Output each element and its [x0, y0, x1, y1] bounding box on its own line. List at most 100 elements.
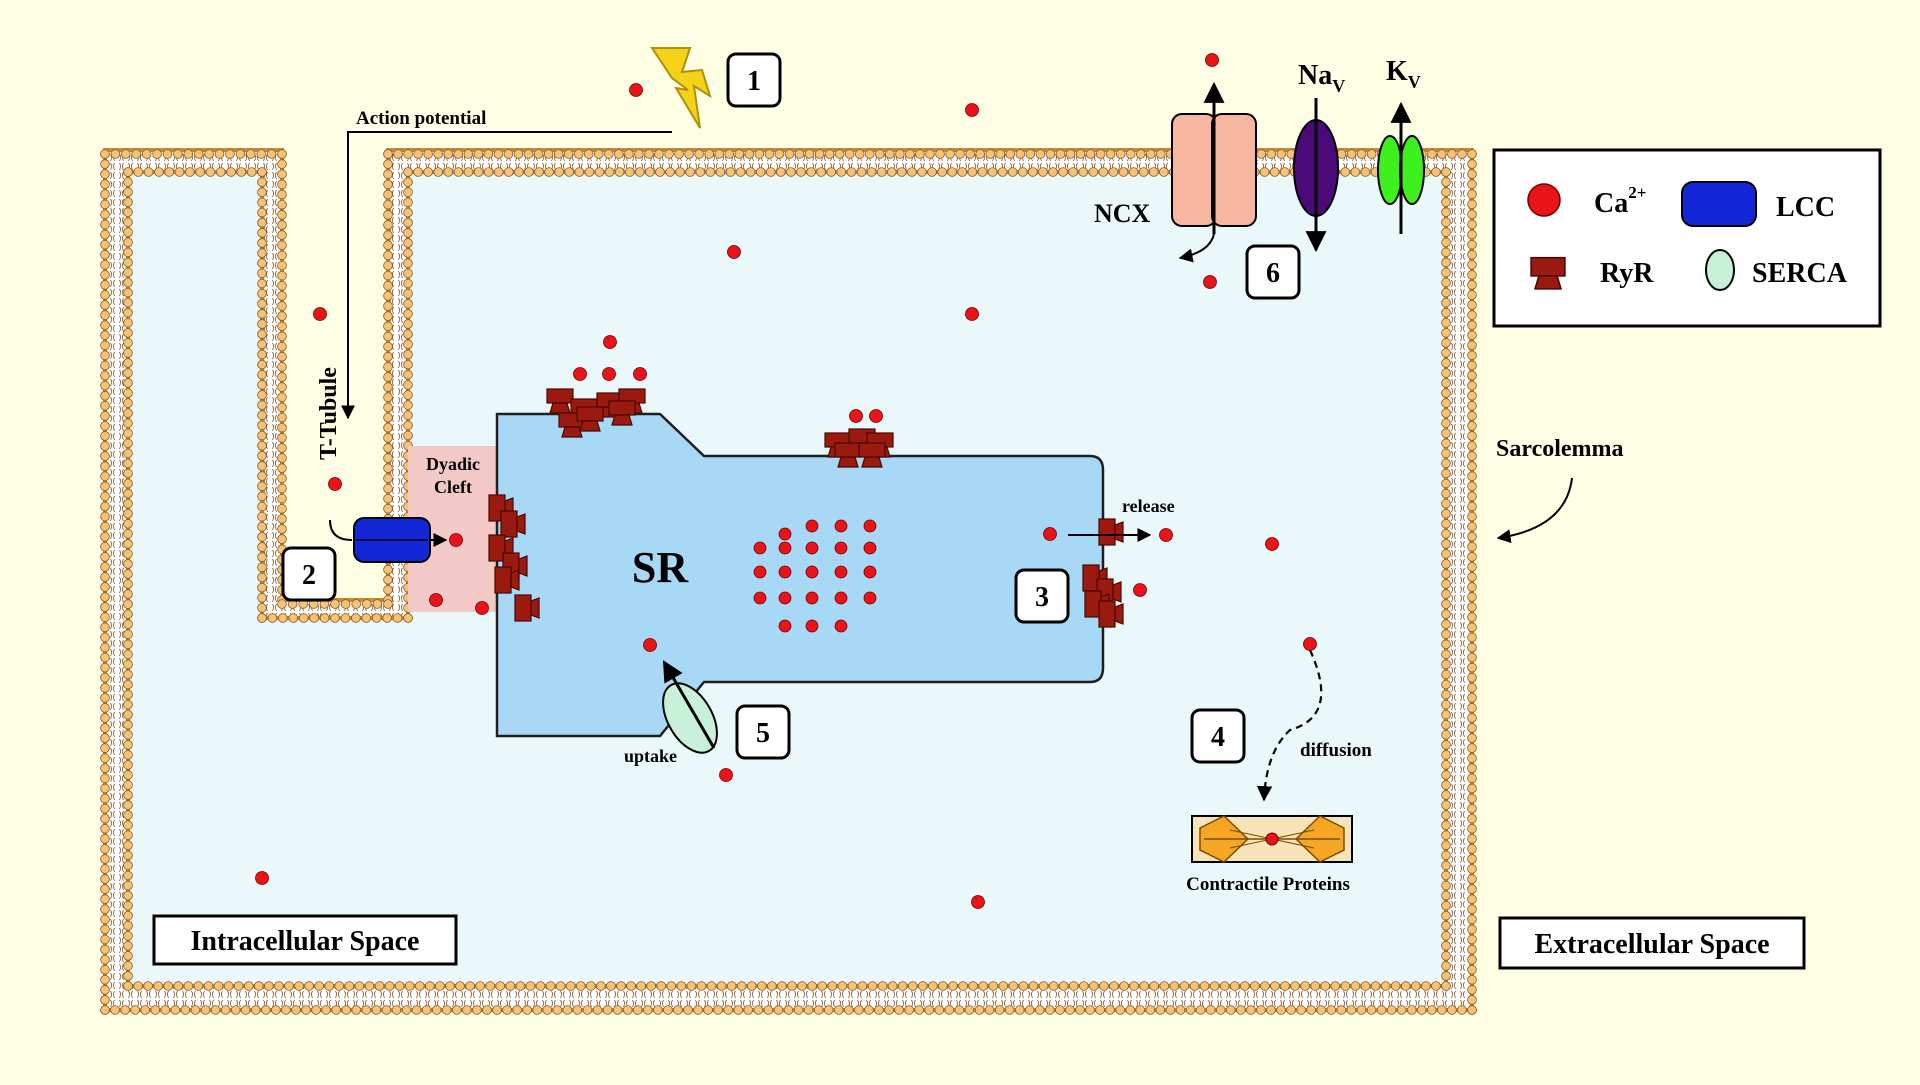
lipid-head [1437, 149, 1447, 159]
t-tubule-label: T-Tubule [316, 367, 342, 460]
lipid-head [383, 260, 393, 271]
lipid-head [1441, 468, 1451, 479]
lipid-head [1441, 247, 1451, 258]
lipid-head [100, 411, 110, 421]
lipid-head [593, 149, 604, 159]
lipid-head [354, 981, 365, 991]
calcium-ion [602, 367, 616, 381]
lipid-head [1441, 518, 1451, 529]
lipid-head [123, 629, 133, 640]
lipid-head [150, 1005, 161, 1015]
lipid-head [1109, 981, 1119, 991]
lipid-head [1350, 167, 1361, 177]
lipid-head [364, 981, 375, 991]
lipid-head [100, 461, 110, 471]
step-3-label: 3 [1035, 582, 1049, 613]
lipid-head [123, 930, 133, 941]
lipid-head [100, 773, 110, 784]
lipid-head [277, 483, 287, 494]
lipid-head [100, 219, 110, 230]
lipid-head [1441, 930, 1451, 941]
release-label: release [1122, 496, 1175, 516]
lipid-head [277, 412, 287, 423]
diffusion-label: diffusion [1300, 740, 1372, 761]
lipid-head [123, 971, 133, 981]
lipid-head [1380, 981, 1391, 991]
lipid-head [1441, 840, 1451, 851]
lipid-head [123, 247, 133, 258]
lipid-head [1256, 1005, 1266, 1015]
lipid-head [414, 981, 425, 991]
lipid-head [925, 149, 935, 159]
lipid-head [403, 430, 413, 441]
lipid-head [1441, 488, 1451, 499]
lipid-head [1467, 803, 1477, 814]
lipid-head [1441, 207, 1451, 217]
lipid-head [383, 473, 393, 484]
lipid-head [403, 248, 413, 258]
lipid-head [277, 473, 287, 484]
lipid-head [123, 750, 133, 760]
lipid-head [1467, 511, 1477, 522]
lipid-head [319, 613, 330, 623]
lipid-head [277, 230, 287, 240]
lipid-head [123, 850, 133, 861]
lipid-head [257, 501, 267, 512]
lipid-head [100, 179, 110, 190]
lipid-head [1441, 398, 1451, 408]
lipid-head [423, 149, 433, 159]
lipid-head [1467, 904, 1477, 915]
lipid-head [123, 518, 133, 529]
step-2-badge: 2 [281, 546, 337, 602]
lipid-head [1467, 1005, 1477, 1015]
lipid-head [453, 167, 464, 177]
lipid-head [100, 894, 110, 905]
lipid-head [123, 317, 133, 328]
lipid-head [277, 453, 287, 463]
lipid-head [724, 149, 735, 159]
serca-icon [1705, 249, 1735, 291]
lipid-head [1441, 890, 1451, 901]
ryr-receptor [1098, 600, 1124, 628]
extracellular-space-label: Extracellular Space [1534, 929, 1769, 960]
lipid-head [100, 632, 110, 643]
lipid-head [100, 662, 110, 673]
lipid-head [1441, 327, 1451, 338]
lipid-head [1441, 569, 1451, 579]
lipid-head [278, 613, 288, 623]
lipid-head [814, 149, 825, 159]
lipid-head [1467, 612, 1477, 623]
lipid-head [261, 1005, 271, 1015]
lipid-head [371, 1005, 382, 1015]
lipid-head [514, 167, 524, 177]
lipid-head [1441, 167, 1451, 177]
calcium-ion [1133, 583, 1147, 597]
calcium-ion [727, 245, 741, 259]
lipid-head [443, 149, 454, 159]
lipid-head [324, 981, 335, 991]
lipid-head [257, 177, 267, 187]
lipid-head [1105, 149, 1116, 159]
lipid-head [875, 149, 885, 159]
lipid-head [257, 258, 267, 269]
lipid-head [602, 1005, 613, 1015]
lipid-head [1467, 833, 1477, 844]
lipid-head [673, 1005, 683, 1015]
lipid-head [693, 1005, 703, 1015]
step-4-label: 4 [1211, 722, 1225, 753]
lipid-head [164, 167, 175, 177]
lipid-head [100, 864, 110, 874]
lipid-head [404, 981, 415, 991]
lipid-head [924, 1005, 935, 1015]
lipid-head [787, 981, 797, 991]
lipid-head [1421, 981, 1431, 991]
lipid-head [403, 238, 413, 248]
lipid-head [1276, 1005, 1286, 1015]
lipid-head [1236, 1005, 1246, 1015]
lipid-head [123, 378, 133, 388]
lipid-head [866, 167, 877, 177]
lipid-head [100, 552, 110, 562]
lipid-head [1467, 259, 1477, 270]
extracellular-space-box: Extracellular Space [1498, 916, 1806, 970]
lipid-head [1441, 549, 1451, 559]
